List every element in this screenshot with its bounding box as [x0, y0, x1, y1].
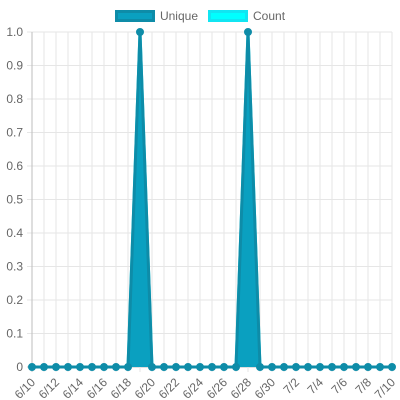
data-point[interactable]	[244, 28, 252, 36]
x-tick-label: 6/18	[108, 375, 135, 400]
x-tick-label: 7/10	[372, 375, 399, 400]
x-tick-label: 6/12	[36, 375, 63, 400]
x-tick-label: 6/30	[252, 375, 279, 400]
legend-item-count[interactable]: Count	[208, 9, 285, 23]
data-point[interactable]	[100, 363, 108, 371]
legend-item-unique[interactable]: Unique	[114, 9, 198, 23]
x-tick-label: 6/14	[60, 375, 87, 400]
x-tick-label: 6/22	[156, 375, 183, 400]
chart-grid	[27, 31, 393, 372]
data-point[interactable]	[76, 363, 84, 371]
x-tick-label: 6/10	[12, 375, 39, 400]
y-tick-label: 0.6	[6, 159, 23, 173]
y-tick-label: 0.4	[6, 226, 23, 240]
data-point[interactable]	[388, 363, 396, 371]
legend-label-unique: Unique	[159, 9, 198, 23]
data-point[interactable]	[220, 363, 228, 371]
data-point[interactable]	[364, 363, 372, 371]
x-axis: 6/106/126/146/166/186/206/226/246/266/28…	[12, 375, 399, 400]
x-tick-label: 7/2	[280, 375, 302, 397]
y-tick-label: 0.3	[6, 260, 23, 274]
data-point[interactable]	[40, 363, 48, 371]
x-tick-label: 7/4	[304, 375, 326, 397]
x-tick-label: 7/6	[328, 375, 350, 397]
x-tick-label: 6/24	[180, 375, 207, 400]
y-tick-label: 0.9	[6, 59, 23, 73]
data-point[interactable]	[148, 363, 156, 371]
data-point[interactable]	[196, 363, 204, 371]
y-tick-label: 0.5	[6, 193, 23, 207]
data-point[interactable]	[136, 28, 144, 36]
x-tick-label: 7/8	[352, 375, 374, 397]
data-point[interactable]	[88, 363, 96, 371]
x-tick-label: 6/16	[84, 375, 111, 400]
x-tick-label: 6/28	[228, 375, 255, 400]
y-tick-label: 0.1	[6, 327, 23, 341]
legend-label-count: Count	[253, 9, 286, 23]
y-tick-label: 0.7	[6, 126, 23, 140]
data-point[interactable]	[184, 363, 192, 371]
data-point[interactable]	[340, 363, 348, 371]
data-point[interactable]	[352, 363, 360, 371]
data-point[interactable]	[112, 363, 120, 371]
data-point[interactable]	[316, 363, 324, 371]
legend-swatch-unique	[114, 10, 155, 22]
data-point[interactable]	[124, 363, 132, 371]
y-tick-label: 0	[16, 360, 23, 374]
data-point[interactable]	[328, 363, 336, 371]
data-point[interactable]	[256, 363, 264, 371]
chart-legend: Unique Count	[0, 6, 400, 26]
data-point[interactable]	[232, 363, 240, 371]
data-point[interactable]	[280, 363, 288, 371]
x-tick-label: 6/20	[132, 375, 159, 400]
data-point[interactable]	[292, 363, 300, 371]
y-tick-label: 0.8	[6, 92, 23, 106]
y-tick-label: 1.0	[6, 25, 23, 39]
data-point[interactable]	[208, 363, 216, 371]
data-point[interactable]	[28, 363, 36, 371]
data-point[interactable]	[64, 363, 72, 371]
data-point[interactable]	[160, 363, 168, 371]
data-point[interactable]	[376, 363, 384, 371]
data-point[interactable]	[268, 363, 276, 371]
x-tick-label: 6/26	[204, 375, 231, 400]
points-layer	[28, 28, 396, 371]
data-point[interactable]	[304, 363, 312, 371]
legend-swatch-count	[208, 10, 248, 22]
y-axis: 0 0.1 0.2 0.3 0.4 0.5 0.6 0.7 0.8 0.9 1.0	[6, 25, 23, 374]
data-point[interactable]	[172, 363, 180, 371]
y-tick-label: 0.2	[6, 293, 23, 307]
data-point[interactable]	[52, 363, 60, 371]
